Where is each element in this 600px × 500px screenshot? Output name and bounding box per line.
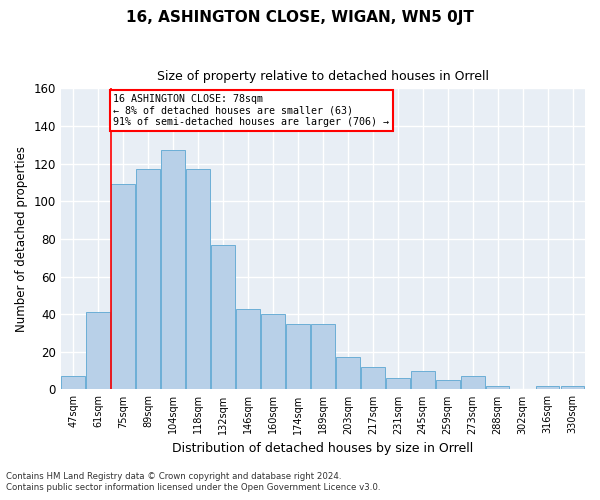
Bar <box>461 376 485 390</box>
X-axis label: Distribution of detached houses by size in Orrell: Distribution of detached houses by size … <box>172 442 473 455</box>
Bar <box>211 244 235 390</box>
Text: 16, ASHINGTON CLOSE, WIGAN, WN5 0JT: 16, ASHINGTON CLOSE, WIGAN, WN5 0JT <box>126 10 474 25</box>
Text: 16 ASHINGTON CLOSE: 78sqm
← 8% of detached houses are smaller (63)
91% of semi-d: 16 ASHINGTON CLOSE: 78sqm ← 8% of detach… <box>113 94 389 127</box>
Bar <box>336 358 360 390</box>
Bar <box>386 378 410 390</box>
Bar <box>560 386 584 390</box>
Text: Contains HM Land Registry data © Crown copyright and database right 2024.
Contai: Contains HM Land Registry data © Crown c… <box>6 472 380 492</box>
Bar <box>236 308 260 390</box>
Bar <box>311 324 335 390</box>
Title: Size of property relative to detached houses in Orrell: Size of property relative to detached ho… <box>157 70 489 83</box>
Bar <box>286 324 310 390</box>
Bar <box>186 170 210 390</box>
Bar <box>136 170 160 390</box>
Bar <box>361 367 385 390</box>
Bar <box>86 312 110 390</box>
Bar <box>411 370 434 390</box>
Bar <box>436 380 460 390</box>
Bar <box>261 314 285 390</box>
Bar <box>112 184 135 390</box>
Bar <box>486 386 509 390</box>
Bar <box>536 386 559 390</box>
Bar <box>161 150 185 390</box>
Y-axis label: Number of detached properties: Number of detached properties <box>15 146 28 332</box>
Bar <box>61 376 85 390</box>
